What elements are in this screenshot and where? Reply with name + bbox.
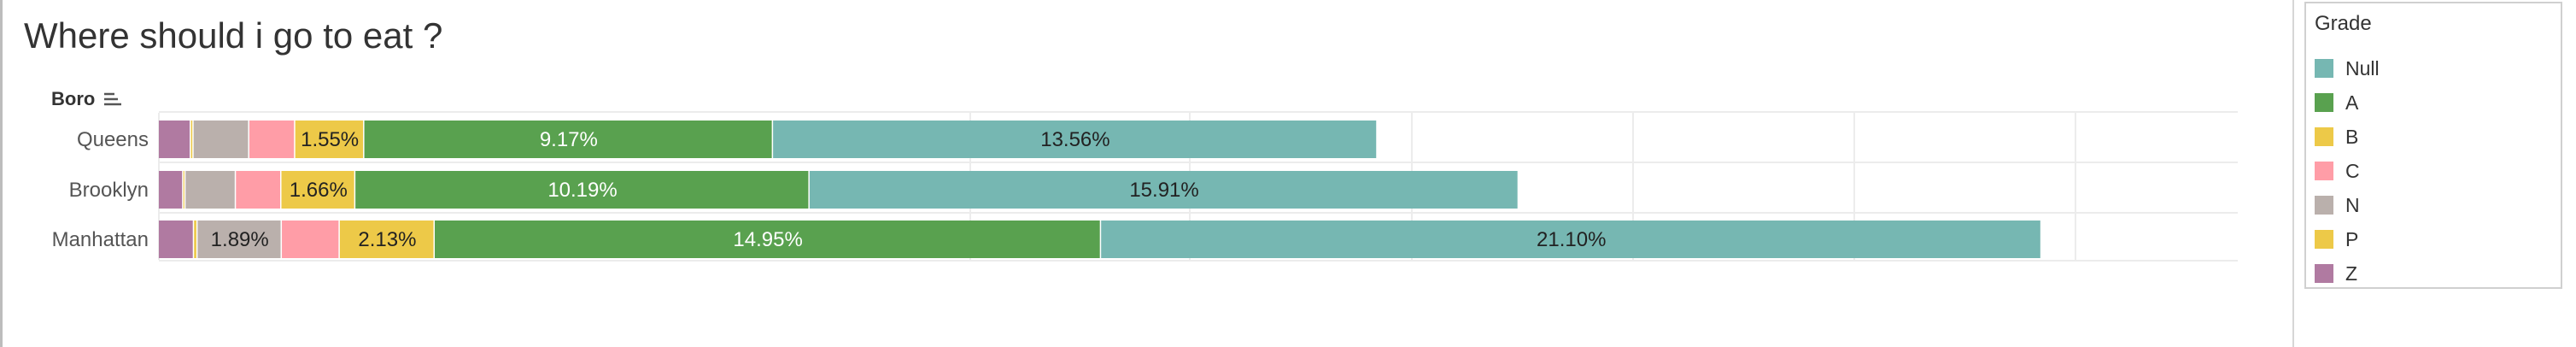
- bar-manhattan-b: [339, 221, 434, 258]
- stacked-bar-chart: Boro Queens 1.55% 9.17% 13.56% Brooklyn 1.66% 1…: [51, 88, 2238, 262]
- bar-manhattan-a: [435, 221, 1100, 258]
- bar-brooklyn-null: [809, 171, 1518, 209]
- data-label-manhattan-a: 14.95%: [733, 228, 802, 251]
- data-label-manhattan-n: 1.89%: [211, 228, 269, 251]
- bar-queens-p: [190, 121, 193, 158]
- bar-queens-null: [773, 121, 1377, 158]
- bar-brooklyn-c: [236, 171, 281, 209]
- legend-swatch: [2315, 230, 2333, 249]
- sort-icon: [104, 92, 121, 106]
- legend-label: B: [2345, 125, 2359, 148]
- data-label-brooklyn-b: 1.66%: [290, 179, 348, 202]
- data-label-brooklyn-null: 15.91%: [1129, 179, 1198, 202]
- bar-manhattan-null: [1101, 221, 2040, 258]
- legend-item-b[interactable]: B: [2315, 125, 2358, 149]
- data-label-queens-a: 9.17%: [540, 128, 598, 151]
- legend-label: C: [2345, 159, 2360, 182]
- bar-manhattan-c: [282, 221, 339, 258]
- chart-frame: [0, 0, 2294, 347]
- data-label-manhattan-b: 2.13%: [358, 228, 416, 251]
- bar-brooklyn-a: [355, 171, 809, 209]
- bar-queens-b: [295, 121, 364, 158]
- bar-queens-z: [159, 121, 190, 158]
- data-label-manhattan-null: 21.10%: [1537, 228, 1606, 251]
- legend-label: N: [2345, 193, 2360, 216]
- data-label-brooklyn-a: 10.19%: [547, 179, 617, 202]
- legend-swatch: [2315, 93, 2333, 112]
- legend-item-a[interactable]: A: [2315, 91, 2358, 115]
- bar-manhattan-z: [159, 221, 193, 258]
- legend-label: A: [2345, 91, 2359, 114]
- legend-swatch: [2315, 196, 2333, 215]
- legend-label: Null: [2345, 56, 2380, 79]
- legend-item-null[interactable]: Null: [2315, 56, 2380, 80]
- bar-queens-c: [249, 121, 295, 158]
- data-label-queens-b: 1.55%: [301, 128, 359, 151]
- category-label-queens: Queens: [77, 128, 149, 151]
- legend-item-n[interactable]: N: [2315, 193, 2360, 217]
- bar-brooklyn-n: [185, 171, 235, 209]
- data-label-queens-null: 13.56%: [1040, 128, 1109, 151]
- legend-item-p[interactable]: P: [2315, 227, 2358, 251]
- bar-queens-n: [193, 121, 249, 158]
- chart-title: Where should i go to eat ?: [24, 15, 443, 56]
- legend-swatch: [2315, 59, 2333, 78]
- legend-swatch: [2315, 127, 2333, 146]
- bar-brooklyn-z: [159, 171, 183, 209]
- legend-item-z[interactable]: Z: [2315, 262, 2357, 285]
- bar-queens-a: [364, 121, 772, 158]
- legend: Grade Null A B C N P Z: [2304, 2, 2562, 289]
- category-label-manhattan: Manhattan: [52, 228, 149, 251]
- legend-title: Grade: [2315, 12, 2372, 35]
- bar-manhattan-n: [197, 221, 281, 258]
- legend-label: P: [2345, 227, 2359, 250]
- legend-swatch: [2315, 264, 2333, 283]
- bar-brooklyn-b: [281, 171, 354, 209]
- bar-manhattan-p: [194, 221, 196, 258]
- legend-swatch: [2315, 162, 2333, 180]
- legend-item-c[interactable]: C: [2315, 159, 2360, 183]
- category-label-brooklyn: Brooklyn: [69, 179, 149, 202]
- legend-label: Z: [2345, 262, 2358, 285]
- row-header: Boro: [51, 88, 95, 109]
